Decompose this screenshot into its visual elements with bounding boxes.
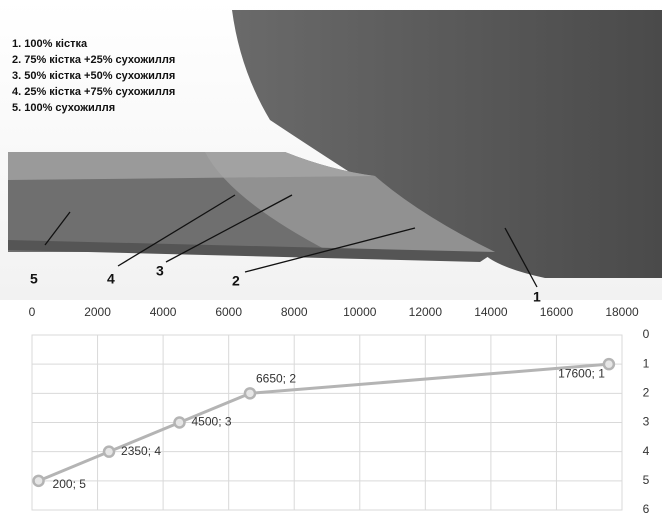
- leader-line: [165, 194, 293, 263]
- data-point: [32, 474, 45, 488]
- x-tick-label: 0: [29, 305, 36, 319]
- data-point: [602, 357, 616, 371]
- leader-line: [504, 227, 538, 288]
- part-label: 5: [30, 271, 38, 287]
- x-tick-label: 18000: [605, 305, 639, 319]
- data-point: [173, 416, 186, 429]
- data-label: 4500; 3: [192, 415, 232, 429]
- part-label: 1: [533, 289, 541, 305]
- x-tick-label: 10000: [343, 305, 377, 319]
- hull-shape: [232, 10, 662, 278]
- x-tick-label: 14000: [474, 305, 508, 319]
- x-tick-label: 6000: [215, 305, 242, 319]
- legend-item: 4. 25% кістка +75% сухожилля: [12, 86, 175, 98]
- leader-lines: [44, 194, 538, 288]
- data-point: [102, 445, 116, 458]
- legend-item: 1. 100% кістка: [12, 38, 88, 50]
- part-label: 2: [232, 273, 240, 289]
- y-tick-label: 4: [643, 444, 650, 458]
- x-tick-label: 8000: [281, 305, 308, 319]
- data-label: 2350; 4: [121, 444, 161, 458]
- leader-line: [44, 211, 71, 246]
- data-label: 17600; 1: [558, 366, 605, 380]
- data-label: 200; 5: [53, 477, 87, 491]
- x-tick-label: 12000: [409, 305, 443, 319]
- y-tick-label: 1: [643, 356, 650, 370]
- y-tick-label: 5: [643, 473, 650, 487]
- legend-item: 3. 50% кістка +50% сухожилля: [12, 70, 175, 82]
- data-point: [243, 387, 257, 400]
- leader-line: [244, 227, 416, 273]
- y-tick-label: 6: [643, 502, 650, 516]
- y-tick-label: 3: [643, 415, 650, 429]
- part-label: 3: [156, 263, 164, 279]
- slab-bottom: [8, 240, 495, 262]
- legend-item: 2. 75% кістка +25% сухожилля: [12, 54, 175, 66]
- data-label: 6650; 2: [256, 372, 296, 386]
- x-tick-label: 2000: [84, 305, 111, 319]
- blend-zone: [205, 152, 495, 252]
- illustration: 1. 100% кістка 2. 75% кістка +25% сухожи…: [0, 0, 662, 305]
- part-label: 4: [107, 271, 115, 287]
- y-tick-label: 2: [643, 386, 650, 400]
- x-tick-label: 16000: [540, 305, 574, 319]
- y-tick-label: 0: [643, 327, 650, 341]
- legend-item: 5. 100% сухожилля: [12, 102, 115, 114]
- leader-line: [117, 194, 236, 267]
- x-tick-label: 4000: [150, 305, 177, 319]
